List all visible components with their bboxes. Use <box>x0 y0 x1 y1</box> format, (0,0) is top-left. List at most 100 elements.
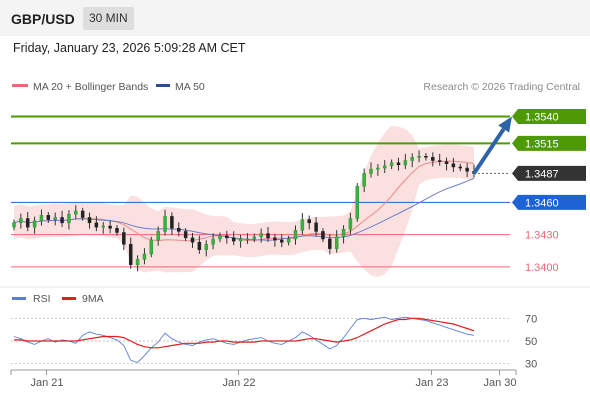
level-label-support: 1.3430 <box>525 230 559 242</box>
forecast-arrow-head <box>498 116 512 133</box>
candle-body <box>108 225 112 229</box>
candle-body <box>19 218 23 224</box>
candle-body <box>410 157 414 161</box>
candle-body <box>12 222 16 228</box>
x-tick-label: Jan 23 <box>415 377 448 389</box>
candle-body <box>465 167 469 172</box>
candle-body <box>355 186 360 219</box>
candle-body <box>273 237 277 241</box>
instrument-symbol: GBP/USD <box>11 11 75 27</box>
candle-body <box>396 162 401 166</box>
legend-swatch-rsi <box>12 297 26 300</box>
candle-body <box>149 239 154 255</box>
legend-swatch-rsi-ma <box>62 297 76 300</box>
legend-rsi-ma: 9MA <box>82 293 104 305</box>
legend-swatch-bollinger <box>12 84 28 87</box>
interval-button[interactable]: 30 MIN <box>83 7 134 30</box>
candle-body <box>348 218 353 230</box>
level-value: 1.3400 <box>525 262 559 274</box>
candle-body <box>321 231 325 240</box>
level-value: 1.3515 <box>525 138 559 150</box>
candle-body <box>74 210 78 215</box>
level-tag <box>512 194 586 210</box>
level-label-current: 1.3487 <box>512 165 586 181</box>
legend-swatch-ma50 <box>156 84 170 87</box>
candle-body <box>53 217 57 220</box>
level-label-support: 1.3400 <box>525 262 559 274</box>
candle-body <box>382 165 387 169</box>
level-value: 1.3430 <box>525 230 559 242</box>
candle-body <box>170 216 174 229</box>
candle-body <box>238 238 243 242</box>
x-axis: Jan 21 Jan 22 Jan 23 Jan 30 <box>10 369 517 389</box>
candle-body <box>424 155 428 158</box>
forecast-arrow <box>472 116 512 175</box>
legend-rsi: RSI <box>33 293 51 305</box>
candle-body <box>94 222 99 228</box>
candle-body <box>32 220 37 228</box>
candle-body <box>458 166 463 169</box>
candle-body <box>204 244 208 250</box>
bollinger-fill <box>14 125 474 278</box>
rsi-tick-label: 50 <box>525 336 537 348</box>
candle-body <box>451 163 456 168</box>
candle-body <box>444 161 449 165</box>
candle-body <box>128 244 133 265</box>
level-value: 1.3460 <box>525 197 559 209</box>
candle-body <box>307 219 311 224</box>
rsi-tick-label: 70 <box>525 313 537 325</box>
rsi-tick-label: 30 <box>525 359 537 371</box>
candle-body <box>231 237 236 242</box>
candle-body <box>362 173 366 187</box>
rsi-panel: 70 50 30 <box>11 313 537 371</box>
candle-body <box>25 218 30 228</box>
level-tag <box>512 165 586 181</box>
candle-body <box>177 227 181 232</box>
candle-body <box>197 241 202 250</box>
candle-body <box>142 253 147 260</box>
legend-ma-bollinger: MA 20 + Bollinger Bands <box>33 81 148 93</box>
candle-body <box>300 219 305 231</box>
candle-body <box>225 235 229 239</box>
candle-body <box>334 236 339 249</box>
candle-body <box>46 215 51 220</box>
candle-body <box>280 239 284 243</box>
level-label-resistance: 1.3515 <box>512 135 586 151</box>
bollinger-band <box>14 125 474 278</box>
candle-body <box>328 238 332 249</box>
candle-body <box>286 238 291 243</box>
candle-body <box>183 231 188 239</box>
price-levels <box>11 115 510 268</box>
candle-body <box>60 217 64 224</box>
x-tick-label: Jan 21 <box>30 377 63 389</box>
candle-body <box>211 238 215 245</box>
timestamp: Friday, January 23, 2026 5:09:28 AM CET <box>13 41 246 55</box>
candle-body <box>376 167 380 170</box>
candle-body <box>369 168 373 174</box>
rsi-ma-line <box>14 317 475 349</box>
candle-body <box>341 229 346 238</box>
candle-body <box>266 233 270 239</box>
candle-body <box>417 155 421 158</box>
rsi-line <box>13 316 475 364</box>
candle-body <box>39 215 44 221</box>
candle-body <box>389 162 394 167</box>
candle-body <box>252 236 257 240</box>
level-label-resistance: 1.3540 <box>512 108 586 124</box>
candle-body <box>431 157 435 161</box>
candle-body <box>437 160 442 162</box>
candle-body <box>245 238 250 241</box>
candle-body <box>115 227 119 233</box>
level-tag <box>512 135 586 151</box>
credit-text: Research © 2026 Trading Central <box>423 81 580 93</box>
candle-body <box>87 217 92 224</box>
forecast-arrow-shaft <box>472 127 506 175</box>
level-value: 1.3540 <box>525 111 559 123</box>
level-label-pivot: 1.3460 <box>512 194 586 210</box>
candle-body <box>101 225 106 228</box>
candle-body <box>156 231 160 241</box>
candle-body <box>314 222 318 232</box>
level-value: 1.3487 <box>525 168 559 180</box>
candle-body <box>80 210 85 218</box>
